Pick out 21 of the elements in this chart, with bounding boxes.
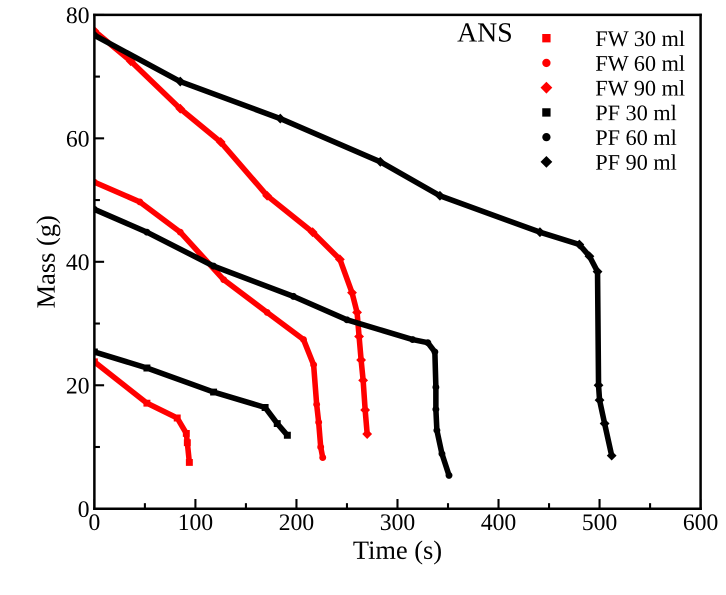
x-tick-label: 400 — [481, 514, 516, 530]
x-tick-label: 200 — [280, 514, 314, 530]
legend-label: PF 60 ml — [596, 129, 676, 146]
x-tick-label: 100 — [180, 514, 212, 530]
x-tick-label: 0 — [89, 514, 100, 530]
y-tick-label: 0 — [78, 501, 89, 518]
y-axis-title: Mass (g) — [36, 216, 60, 308]
legend-label: FW 90 ml — [596, 80, 685, 96]
x-tick-label: 600 — [684, 514, 718, 530]
annotation: ANS — [457, 23, 511, 42]
legend-label: PF 90 ml — [596, 154, 676, 170]
y-tick-label: 20 — [66, 378, 89, 394]
x-axis-title: Time (s) — [353, 540, 441, 564]
y-tick-label: 60 — [66, 130, 89, 147]
legend-label: FW 30 ml — [596, 30, 685, 46]
y-tick-label: 80 — [66, 7, 89, 24]
y-tick-label: 40 — [66, 254, 89, 270]
x-tick-label: 500 — [583, 514, 616, 530]
legend-label: FW 60 ml — [596, 55, 685, 72]
x-tick-label: 300 — [380, 514, 414, 530]
legend-label: PF 30 ml — [596, 104, 676, 120]
